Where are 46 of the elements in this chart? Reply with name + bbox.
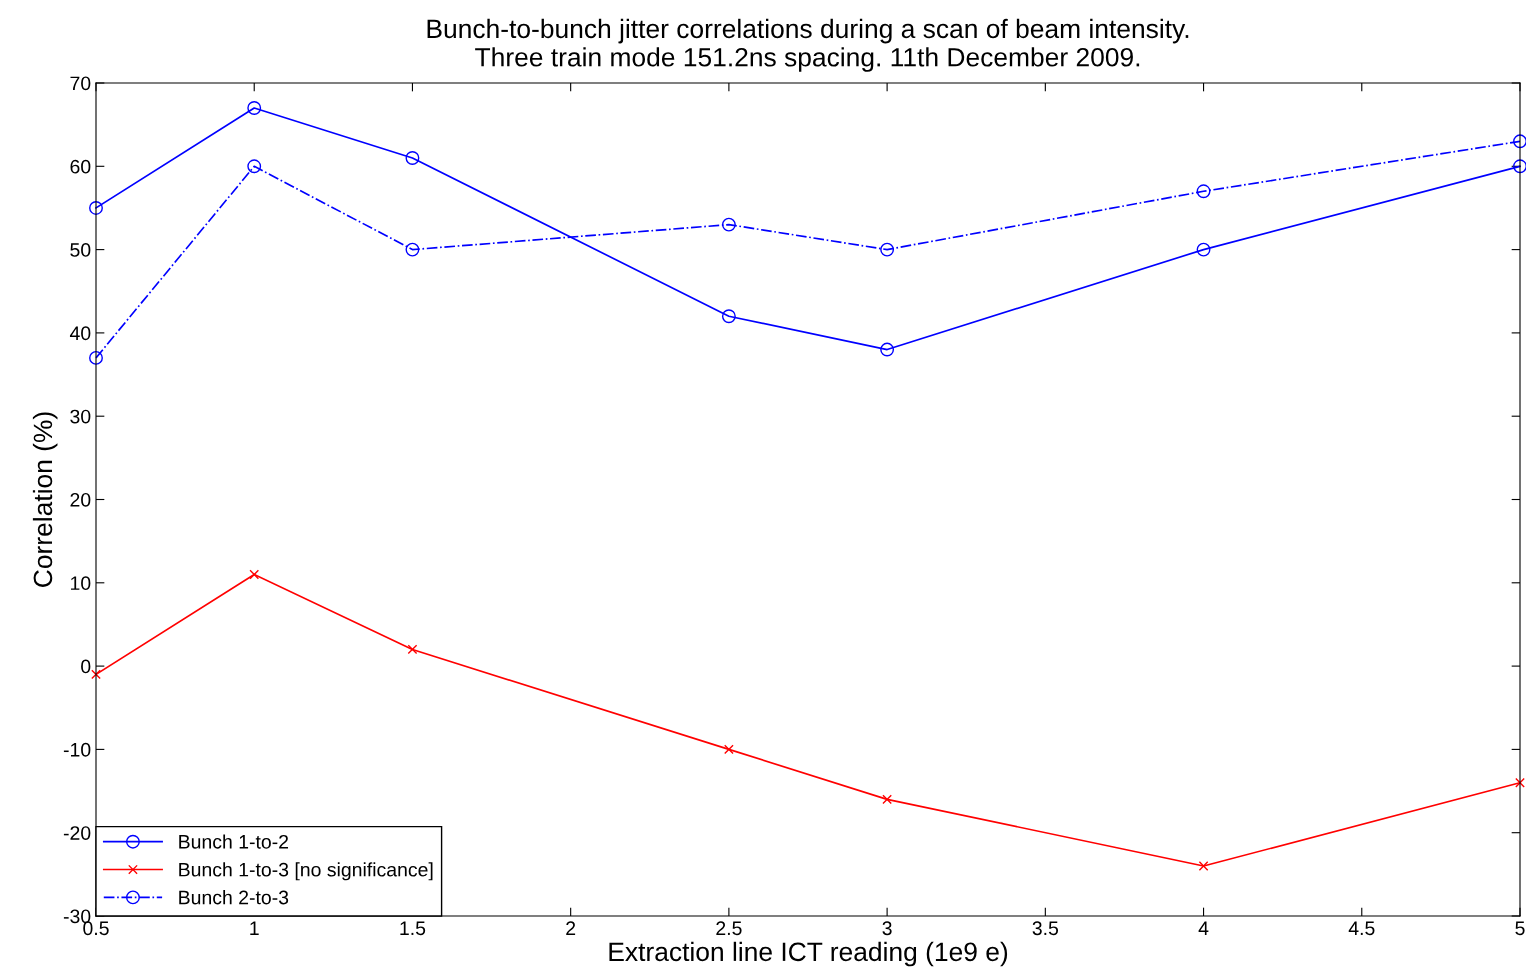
y-tick-label: -10 (63, 742, 91, 757)
point (405, 242, 420, 257)
y-tick-label: 40 (69, 326, 91, 341)
chart-title: Bunch-to-bunch jitter correlations during a scan of beam intensity. Three train mode 151.2ns spacing. 11th December 2009. (427, 18, 1189, 72)
point (880, 242, 895, 257)
point (1198, 861, 1209, 871)
x-tick-label: 1 (250, 921, 259, 935)
point (249, 569, 260, 580)
legend-label: Bunch 1-to-3 [no significance] (179, 862, 433, 881)
y-tick-label: 70 (70, 76, 91, 91)
legend-label: Bunch 1-to-2 (179, 834, 289, 849)
point (1513, 134, 1526, 149)
point (1196, 242, 1211, 257)
x-tick-label: 2 (566, 921, 576, 935)
point (880, 342, 895, 357)
point (721, 217, 736, 232)
x-tick-label: 4 (1198, 921, 1209, 935)
point (247, 101, 262, 115)
point (1196, 184, 1211, 199)
point (1513, 159, 1526, 174)
point (407, 644, 418, 655)
legend-label: Bunch 2-to-3 (179, 890, 289, 905)
y-tick-label: 50 (70, 243, 91, 257)
point (405, 151, 420, 165)
point (247, 159, 262, 174)
x-tick-label: 3 (882, 921, 892, 936)
point (724, 744, 734, 755)
y-tick-label: 20 (70, 492, 91, 507)
x-tick-label: 3.5 (1032, 921, 1059, 936)
x-tick-label: 1.5 (400, 921, 426, 936)
point (1515, 777, 1525, 788)
point (89, 201, 103, 215)
y-tick-label: 60 (70, 159, 91, 174)
point (882, 794, 892, 805)
x-tick-label: 2.5 (716, 921, 742, 936)
y-tick-label: 30 (70, 409, 91, 424)
point (89, 350, 103, 365)
point (721, 309, 736, 324)
x-axis-title: Extraction line ICT reading (1e9 e) (609, 941, 1008, 967)
y-tick-label: 10 (71, 576, 91, 591)
x-tick-label: 5 (1515, 921, 1525, 936)
y-tick-label: 0 (81, 659, 91, 674)
x-tick-label: 4.5 (1348, 921, 1375, 936)
y-axis-title: Correlation (%) (32, 412, 58, 587)
point (91, 669, 101, 680)
y-tick-label: -20 (63, 826, 91, 840)
